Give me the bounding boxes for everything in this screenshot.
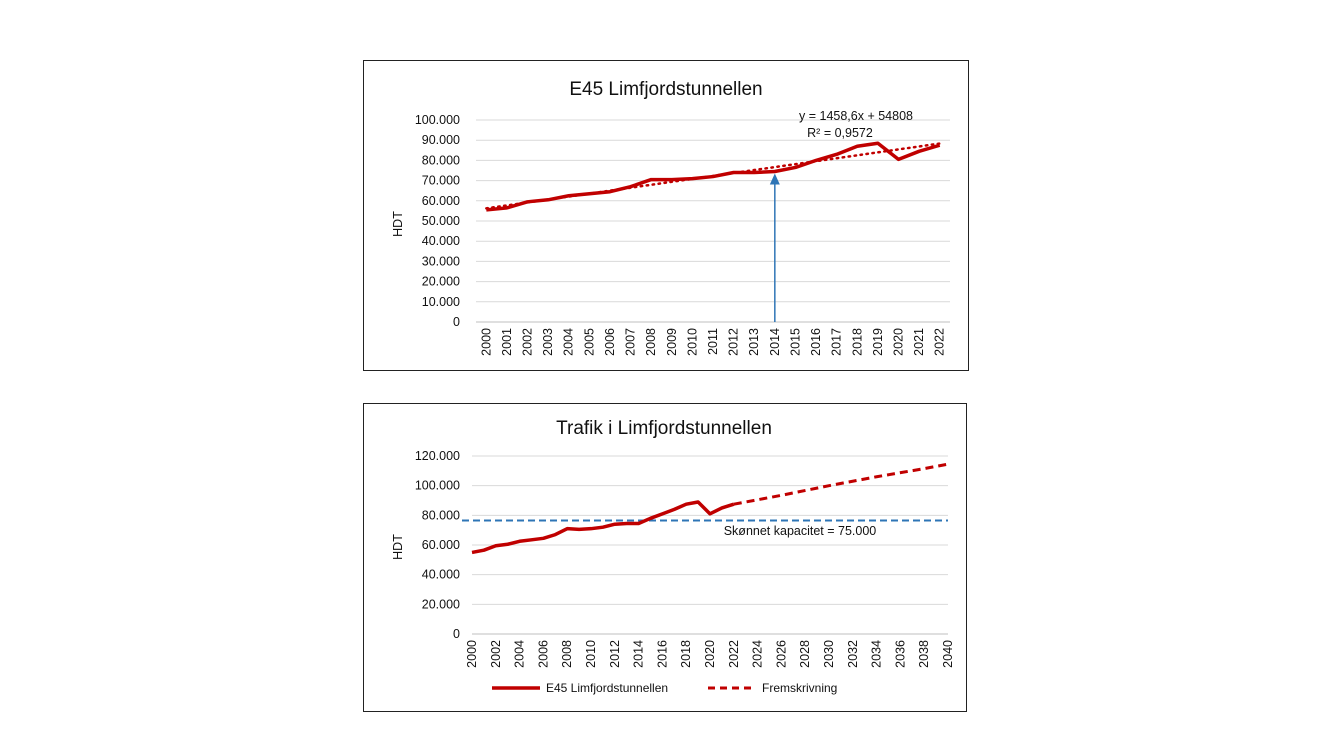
x-tick-label: 2000 xyxy=(465,640,479,668)
y-tick-label: 60.000 xyxy=(422,538,460,552)
x-tick-label: 2003 xyxy=(541,328,555,356)
capacity-label: Skønnet kapacitet = 75.000 xyxy=(724,524,877,538)
y-tick-label: 40.000 xyxy=(422,234,460,248)
x-tick-label: 2000 xyxy=(479,328,493,356)
chart-panel-e45: E45 Limfjordstunnellen HDT 0 10.000 20.000… xyxy=(363,60,969,371)
x-tick-label: 2001 xyxy=(500,328,514,356)
y-tick-label: 20.000 xyxy=(422,597,460,611)
x-tick-label: 2024 xyxy=(751,640,765,668)
y-tick-label: 10.000 xyxy=(422,295,460,309)
y-tick-label: 90.000 xyxy=(422,133,460,147)
x-tick-label: 2017 xyxy=(830,328,844,356)
x-tick-label: 2009 xyxy=(665,328,679,356)
x-tick-label: 2038 xyxy=(917,640,931,668)
arrow-head xyxy=(769,173,780,185)
x-tick-label: 2034 xyxy=(870,640,884,668)
y-tick-label: 0 xyxy=(453,627,460,641)
x-tick-label: 2018 xyxy=(850,328,864,356)
x-tick-label: 2013 xyxy=(747,328,761,356)
x-tick-label: 2014 xyxy=(768,328,782,356)
chart-panel-trafik: Trafik i Limfjordstunnellen HDT 0 20.000 4… xyxy=(363,403,967,712)
x-tick-label: 2008 xyxy=(560,640,574,668)
x-tick-label: 2002 xyxy=(521,328,535,356)
y-tick-label: 70.000 xyxy=(422,174,460,188)
x-tick-label: 2020 xyxy=(891,328,905,356)
x-tick-label: 2006 xyxy=(536,640,550,668)
y-tick-label: 0 xyxy=(453,315,460,329)
x-tick-label: 2016 xyxy=(655,640,669,668)
y-tick-label: 80.000 xyxy=(422,153,460,167)
x-tick-label: 2018 xyxy=(679,640,693,668)
x-tick-label: 2012 xyxy=(727,328,741,356)
x-tick-label: 2030 xyxy=(822,640,836,668)
chart-title: E45 Limfjordstunnellen xyxy=(569,79,762,100)
x-tick-label: 2032 xyxy=(846,640,860,668)
x-tick-label: 2004 xyxy=(513,640,527,668)
x-tick-label: 2022 xyxy=(727,640,741,668)
x-tick-label: 2012 xyxy=(608,640,622,668)
x-tick-label: 2016 xyxy=(809,328,823,356)
series-line-e45 xyxy=(471,500,735,555)
legend-label-e45: E45 Limfjordstunnellen xyxy=(546,681,668,695)
x-tick-label: 2010 xyxy=(685,328,699,356)
y-tick-label: 40.000 xyxy=(422,568,460,582)
chart-e45-svg: E45 Limfjordstunnellen HDT 0 10.000 20.000… xyxy=(391,79,950,356)
x-tick-label: 2022 xyxy=(933,328,947,356)
y-tick-label: 30.000 xyxy=(422,254,460,268)
y-tick-label: 50.000 xyxy=(422,214,460,228)
x-tick-label: 2002 xyxy=(489,640,503,668)
x-tick-label: 2040 xyxy=(941,640,955,668)
x-tick-label: 2008 xyxy=(644,328,658,356)
y-tick-label: 80.000 xyxy=(422,508,460,522)
y-tick-label: 60.000 xyxy=(422,194,460,208)
chart-trafik-svg: Trafik i Limfjordstunnellen HDT 0 20.000 4… xyxy=(391,418,955,695)
x-tick-label: 2004 xyxy=(562,328,576,356)
x-tick-label: 2011 xyxy=(706,328,720,355)
chart-title: Trafik i Limfjordstunnellen xyxy=(556,418,772,439)
y-axis-label: HDT xyxy=(391,534,405,560)
x-tick-label: 2026 xyxy=(774,640,788,668)
y-axis-label: HDT xyxy=(391,211,405,237)
x-tick-label: 2015 xyxy=(788,328,802,356)
x-tick-label: 2021 xyxy=(912,328,926,356)
x-tick-label: 2020 xyxy=(703,640,717,668)
x-tick-label: 2010 xyxy=(584,640,598,668)
y-tick-label: 100.000 xyxy=(415,479,460,493)
x-tick-label: 2014 xyxy=(632,640,646,668)
trendline xyxy=(485,142,941,210)
x-tick-label: 2005 xyxy=(582,328,596,356)
x-tick-label: 2019 xyxy=(871,328,885,356)
series-line-fremskrivning xyxy=(733,462,949,506)
y-tick-label: 100.000 xyxy=(415,113,460,127)
x-tick-label: 2006 xyxy=(603,328,617,356)
legend-label-fremskrivning: Fremskrivning xyxy=(762,681,837,695)
x-tick-label: 2007 xyxy=(624,328,638,356)
x-tick-label: 2028 xyxy=(798,640,812,668)
y-tick-label: 120.000 xyxy=(415,449,460,463)
trendline-r2: R² = 0,9572 xyxy=(807,126,873,140)
trendline-equation: y = 1458,6x + 54808 xyxy=(799,109,913,123)
x-tick-label: 2036 xyxy=(893,640,907,668)
y-tick-label: 20.000 xyxy=(422,275,460,289)
